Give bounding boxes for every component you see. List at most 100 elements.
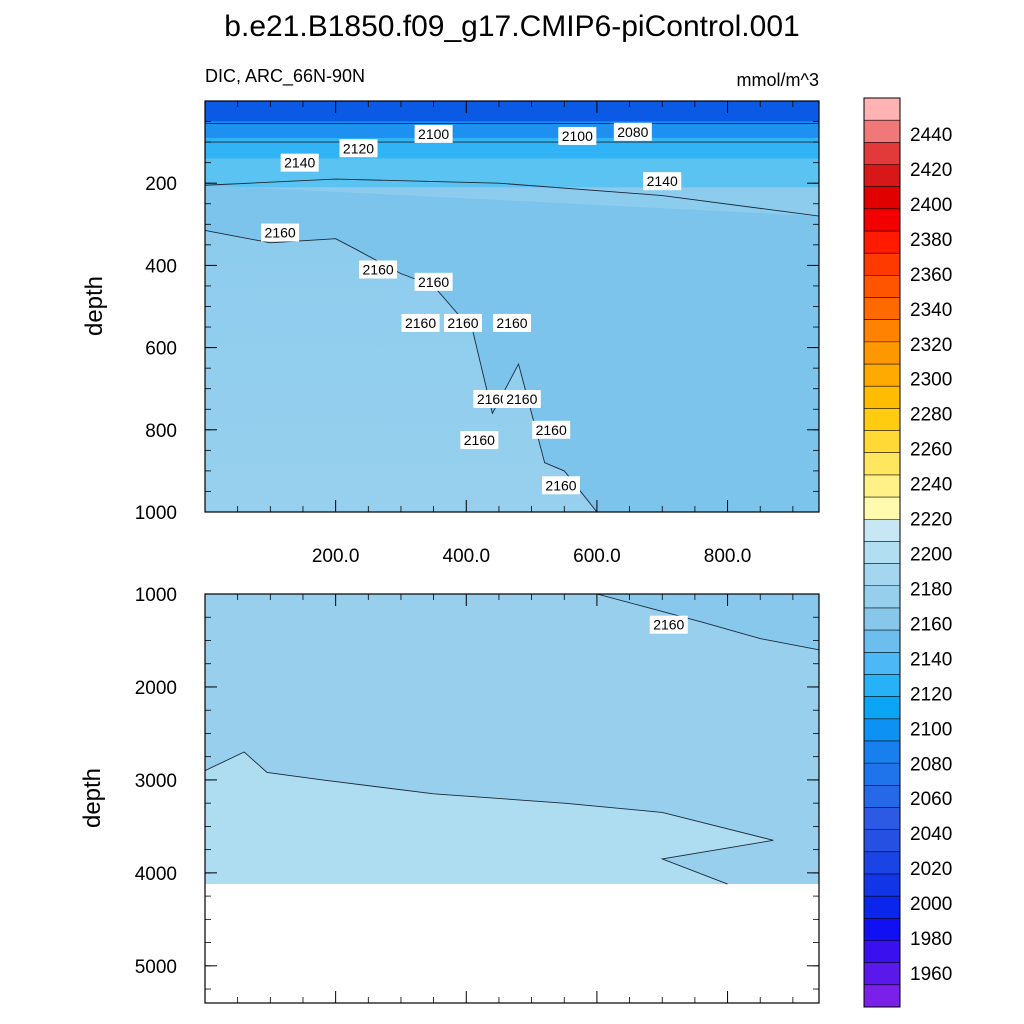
contour-label-text: 2160 [545,477,576,493]
colorbar-label: 2220 [910,510,952,531]
colorbar-label: 2260 [910,440,952,461]
colorbar-label: 2060 [910,789,952,810]
lower-y-tick-label: 4000 [135,864,177,885]
colorbar-swatch [864,763,900,786]
colorbar-swatch [864,940,900,964]
colorbar-swatch [864,208,900,232]
colorbar: 2440 2420 2400 2380 2360 2340 2320 2300 2280 2260… [863,97,952,1008]
colorbar-label: 2380 [910,230,952,251]
lower-y-tick-label: 5000 [135,957,177,978]
contour-label-text: 2160 [363,262,394,278]
lower-y-tick-label: 1000 [135,585,177,606]
contour-label-box [444,313,483,332]
colorbar-label: 2140 [910,649,952,670]
colorbar-swatch [864,740,900,764]
colorbar-swatch [864,607,900,631]
contour-label-box [460,431,499,450]
contour-label-box [649,615,688,634]
colorbar-swatch [864,541,900,565]
contour-label-text: 2160 [506,391,537,407]
colorbar-swatch [864,696,900,720]
upper-contour-label-15: 2160 [532,420,571,439]
colorbar-swatch [864,142,900,166]
lower-contour-label-0: 2160 [649,615,688,634]
contour-label-text: 2140 [647,173,678,189]
x-tick-label: 200.0 [312,546,360,567]
colorbar-swatch [864,585,900,609]
contour-label-text: 2160 [418,274,449,290]
upper-contour-label-14: 2160 [460,431,499,450]
contour-label-box [541,476,580,495]
upper-contour-label-9: 2160 [401,313,440,332]
contour-label-box [532,420,571,439]
colorbar-swatch [864,186,900,210]
colorbar-swatch [864,452,900,476]
upper-contour-label-0: 2100 [414,124,453,143]
colorbar-swatch [864,563,900,587]
upper-y-axis-label: depth [81,276,108,336]
contour-label-text: 2080 [617,124,648,140]
upper-contour-label-13: 2160 [502,389,541,408]
colorbar-swatch [864,297,900,321]
contour-label-box [473,389,512,408]
colorbar-swatch [864,519,900,542]
colorbar-swatch [864,408,900,432]
colorbar-label: 2120 [910,684,952,705]
contour-label-text: 2160 [477,391,508,407]
colorbar-swatch [864,474,900,498]
units-label: mmol/m^3 [737,70,819,90]
colorbar-swatch [864,896,900,919]
contour-label-box [493,313,531,332]
upper-contour-label-11: 2160 [493,313,531,332]
colorbar-label: 2000 [910,894,952,915]
colorbar-swatch [864,253,900,276]
colorbar-label: 2300 [910,370,952,391]
colorbar-swatch [864,341,900,365]
contour-label-text: 2160 [447,315,478,331]
contour-label-text: 2160 [536,422,567,438]
upper-contour-label-2: 2080 [613,122,652,141]
variable-label: DIC, ARC_66N-90N [205,66,365,87]
contour-label-box [339,139,378,158]
upper-y-tick-label: 1000 [135,503,177,524]
colorbar-label: 2040 [910,824,952,845]
colorbar-label: 2400 [910,195,952,216]
upper-band-2160-region [205,185,819,512]
colorbar-swatch [864,430,900,454]
colorbar-swatch [864,652,900,675]
upper-contour-label-6: 2160 [261,223,300,242]
lower-band-2180-region [205,752,774,885]
upper-contour-label-8: 2160 [414,272,453,291]
contour-label-box [558,126,597,145]
contour-label-box [401,313,440,332]
colorbar-swatch [864,319,900,343]
contour-label-box [613,122,652,141]
colorbar-label: 2160 [910,614,952,635]
contour-label-text: 2100 [418,126,449,142]
colorbar-swatch [864,386,900,409]
contour-label-text: 2160 [653,617,684,633]
x-tick-label: 600.0 [573,546,621,567]
upper-band-0 [205,101,819,122]
upper-band-1 [205,121,819,138]
colorbar-swatch [864,120,900,143]
colorbar-swatch [864,984,900,1008]
colorbar-swatch [864,98,900,121]
contour-label-box [643,172,682,191]
upper-contour-label-5: 2140 [643,172,682,191]
contour-label-box [280,153,319,172]
colorbar-label: 2280 [910,405,952,426]
contour-label-box [359,260,398,279]
colorbar-label: 2360 [910,265,952,286]
colorbar-swatch [864,231,900,254]
colorbar-label: 1980 [910,929,952,950]
contour-label-text: 2160 [464,432,495,448]
lower-y-axis-label: depth [79,768,106,828]
colorbar-label: 2420 [910,160,952,181]
colorbar-label: 2020 [910,859,952,880]
colorbar-label: 2240 [910,475,952,496]
contour-label-text: 2160 [405,315,436,331]
colorbar-label: 2080 [910,754,952,775]
colorbar-swatch [864,829,900,853]
